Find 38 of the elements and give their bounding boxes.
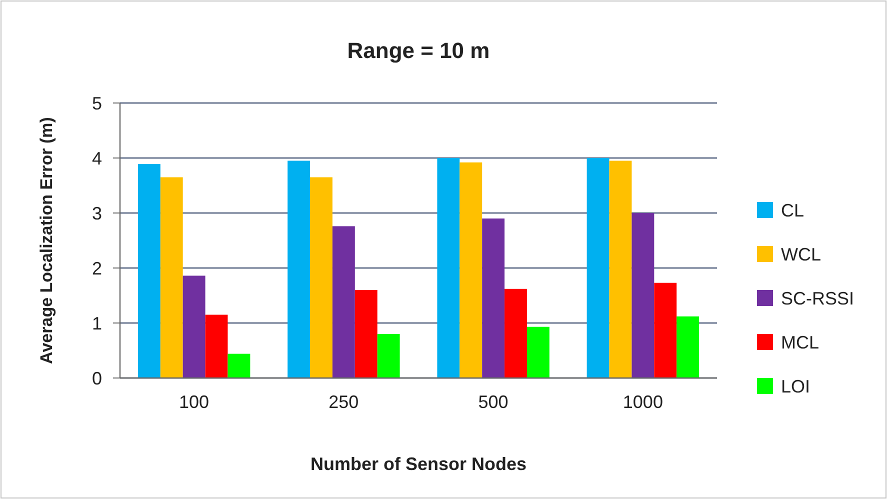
y-tick-label: 1 bbox=[92, 313, 102, 334]
y-tick-label: 2 bbox=[92, 258, 102, 278]
bar bbox=[228, 354, 250, 378]
y-axis-title: Average Localization Error (m) bbox=[37, 117, 56, 364]
bar bbox=[460, 162, 482, 378]
x-tick-label: 1000 bbox=[622, 392, 663, 412]
legend-label: CL bbox=[781, 200, 804, 220]
bar bbox=[377, 334, 400, 378]
bar bbox=[437, 158, 460, 378]
y-tick-label: 4 bbox=[92, 148, 102, 168]
x-axis-title: Number of Sensor Nodes bbox=[310, 454, 527, 474]
bar bbox=[310, 177, 332, 378]
y-tick-label: 5 bbox=[92, 93, 102, 114]
x-tick-label: 250 bbox=[328, 392, 359, 412]
legend-label: MCL bbox=[781, 332, 820, 352]
bar bbox=[526, 326, 550, 378]
x-tick-label: 500 bbox=[478, 392, 508, 412]
x-tick-label: 100 bbox=[179, 392, 210, 412]
bar bbox=[288, 160, 310, 378]
bar bbox=[205, 314, 228, 378]
chart-title: Range = 10 m bbox=[347, 38, 490, 63]
bar bbox=[332, 226, 355, 378]
bar bbox=[138, 164, 160, 378]
y-tick-label: 3 bbox=[92, 203, 102, 224]
legend-label: SC-RSSI bbox=[781, 288, 854, 308]
bar bbox=[609, 160, 632, 378]
bar bbox=[482, 218, 505, 378]
legend-label: LOI bbox=[781, 376, 810, 396]
bar bbox=[160, 177, 183, 378]
legend-label: WCL bbox=[781, 244, 821, 264]
bar bbox=[586, 158, 610, 378]
bar bbox=[354, 290, 378, 378]
bar bbox=[504, 288, 527, 378]
bar bbox=[654, 282, 677, 378]
bar bbox=[676, 316, 700, 378]
y-tick-label: 0 bbox=[92, 368, 102, 388]
bar bbox=[632, 213, 654, 378]
bar bbox=[182, 276, 206, 378]
